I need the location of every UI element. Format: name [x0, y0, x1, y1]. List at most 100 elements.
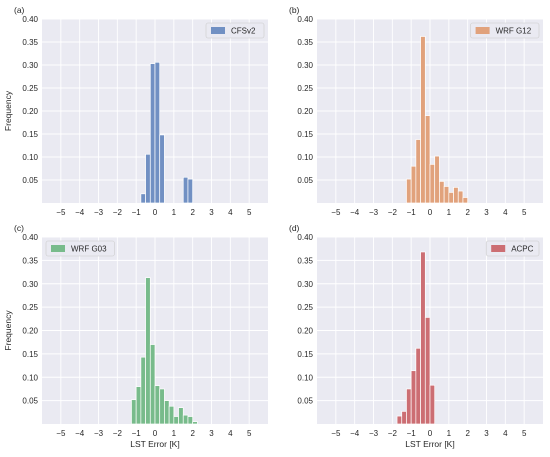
- legend-swatch: [51, 245, 65, 252]
- legend: CFSv2: [205, 22, 265, 39]
- histogram-bar: [410, 165, 417, 204]
- y-tick-label: 0.25: [297, 303, 313, 312]
- histogram-bar: [192, 421, 198, 425]
- histogram-bar: [457, 190, 464, 204]
- histogram-bar: [149, 344, 156, 425]
- histogram-bar: [429, 164, 436, 204]
- legend-box: [470, 22, 540, 39]
- y-tick-label: 0.10: [297, 153, 313, 162]
- y-tick-label: 0.30: [22, 61, 38, 70]
- panel-3: 0.05 0.10 0.15 0.20 0.25 0.30 0.35 0.40 −5 −4 −3 −2…: [3, 223, 268, 449]
- x-tick-label: 1: [447, 429, 452, 438]
- histogram-bar: [443, 186, 450, 204]
- histogram-bar: [164, 400, 170, 425]
- histogram-bar: [434, 155, 440, 204]
- legend-swatch: [211, 27, 225, 34]
- x-tick-label: −1: [407, 429, 417, 438]
- histogram-bar: [131, 399, 137, 425]
- x-tick-label: 2: [465, 429, 470, 438]
- x-tick-label: 4: [503, 208, 508, 217]
- panel-2: 0.05 0.10 0.15 0.20 0.25 0.30 0.35 0.40 −5 −4 −3 −2…: [289, 5, 543, 217]
- histogram-bar: [187, 178, 194, 204]
- x-tick-label: −4: [75, 208, 85, 217]
- y-tick-label: 0.30: [297, 61, 313, 70]
- legend-box: [205, 22, 265, 39]
- y-tick-label: 0.05: [297, 397, 313, 406]
- y-tick-label: 0.40: [297, 15, 313, 24]
- x-tick-label: −3: [94, 429, 104, 438]
- y-tick-label: 0.20: [297, 327, 313, 336]
- histogram-bar: [159, 134, 165, 204]
- x-tick-label: 3: [484, 208, 489, 217]
- histogram-bar: [154, 385, 161, 425]
- histogram-bar: [410, 370, 417, 425]
- panel-label: (b): [289, 5, 300, 15]
- histogram-bar: [424, 115, 431, 204]
- histogram-bar: [439, 181, 445, 204]
- y-tick-label: 0.15: [22, 130, 38, 139]
- x-tick-label: −5: [56, 208, 66, 217]
- histogram-bar: [420, 251, 426, 425]
- y-tick-label: 0.05: [297, 176, 313, 185]
- histogram-bar: [182, 414, 189, 425]
- y-tick-label: 0.20: [297, 107, 313, 116]
- x-tick-label: 3: [209, 208, 214, 217]
- x-tick-label: 0: [153, 429, 158, 438]
- legend-label: WRF G12: [496, 27, 532, 36]
- histogram-bar: [396, 415, 403, 425]
- x-tick-label: 0: [428, 208, 433, 217]
- x-tick-label: 4: [228, 429, 233, 438]
- histogram-bar: [401, 411, 407, 425]
- y-tick-label: 0.20: [22, 327, 38, 336]
- y-tick-label: 0.35: [297, 38, 313, 47]
- histogram-bar: [429, 384, 436, 425]
- x-tick-label: −4: [350, 429, 360, 438]
- panel-label: (c): [14, 223, 24, 233]
- x-tick-label: 2: [465, 208, 470, 217]
- y-tick-label: 0.30: [22, 280, 38, 289]
- histogram-bar: [453, 187, 459, 204]
- legend: WRF G12: [470, 22, 540, 39]
- histogram-bar: [168, 405, 175, 425]
- x-tick-label: −2: [388, 208, 398, 217]
- x-tick-label: 0: [153, 208, 158, 217]
- x-tick-label: 1: [172, 429, 177, 438]
- panel-4: 0.05 0.10 0.15 0.20 0.25 0.30 0.35 0.40 −5 −4 −3 −2…: [289, 223, 543, 449]
- y-axis-label: Frequency: [3, 310, 13, 351]
- y-tick-label: 0.20: [22, 107, 38, 116]
- y-axis-label: Frequency: [3, 90, 13, 131]
- x-axis-label: LST Error [K]: [405, 439, 454, 449]
- histogram-bar: [145, 153, 151, 204]
- histogram-bar: [140, 356, 146, 425]
- x-tick-label: 3: [209, 429, 214, 438]
- y-tick-label: 0.40: [297, 233, 313, 242]
- x-tick-label: −5: [331, 429, 341, 438]
- legend-label: WRF G03: [71, 245, 107, 254]
- legend-swatch: [475, 27, 490, 34]
- x-tick-label: 5: [522, 429, 527, 438]
- x-tick-label: −3: [369, 208, 379, 217]
- x-tick-label: 4: [228, 208, 233, 217]
- x-tick-label: 1: [447, 208, 452, 217]
- x-tick-label: 2: [190, 208, 195, 217]
- histogram-bar: [178, 407, 184, 425]
- x-tick-label: −2: [113, 429, 123, 438]
- y-tick-label: 0.05: [22, 397, 38, 406]
- x-axis-label: LST Error [K]: [130, 439, 179, 449]
- histogram-bar: [462, 197, 469, 204]
- y-tick-label: 0.40: [22, 233, 38, 242]
- legend-label: ACPC: [511, 245, 533, 254]
- histogram-bar: [415, 139, 421, 204]
- y-tick-label: 0.30: [297, 280, 313, 289]
- histogram-bar: [145, 277, 151, 425]
- x-tick-label: −2: [388, 429, 398, 438]
- y-tick-label: 0.15: [297, 130, 313, 139]
- x-tick-label: 5: [522, 208, 527, 217]
- y-tick-label: 0.35: [22, 38, 38, 47]
- legend: ACPC: [485, 240, 540, 257]
- x-tick-label: 5: [247, 208, 252, 217]
- y-tick-label: 0.35: [22, 256, 38, 265]
- panel-1: 0.05 0.10 0.15 0.20 0.25 0.30 0.35 0.40 −5 −4 −3 −2…: [3, 5, 268, 217]
- x-tick-label: −4: [75, 429, 85, 438]
